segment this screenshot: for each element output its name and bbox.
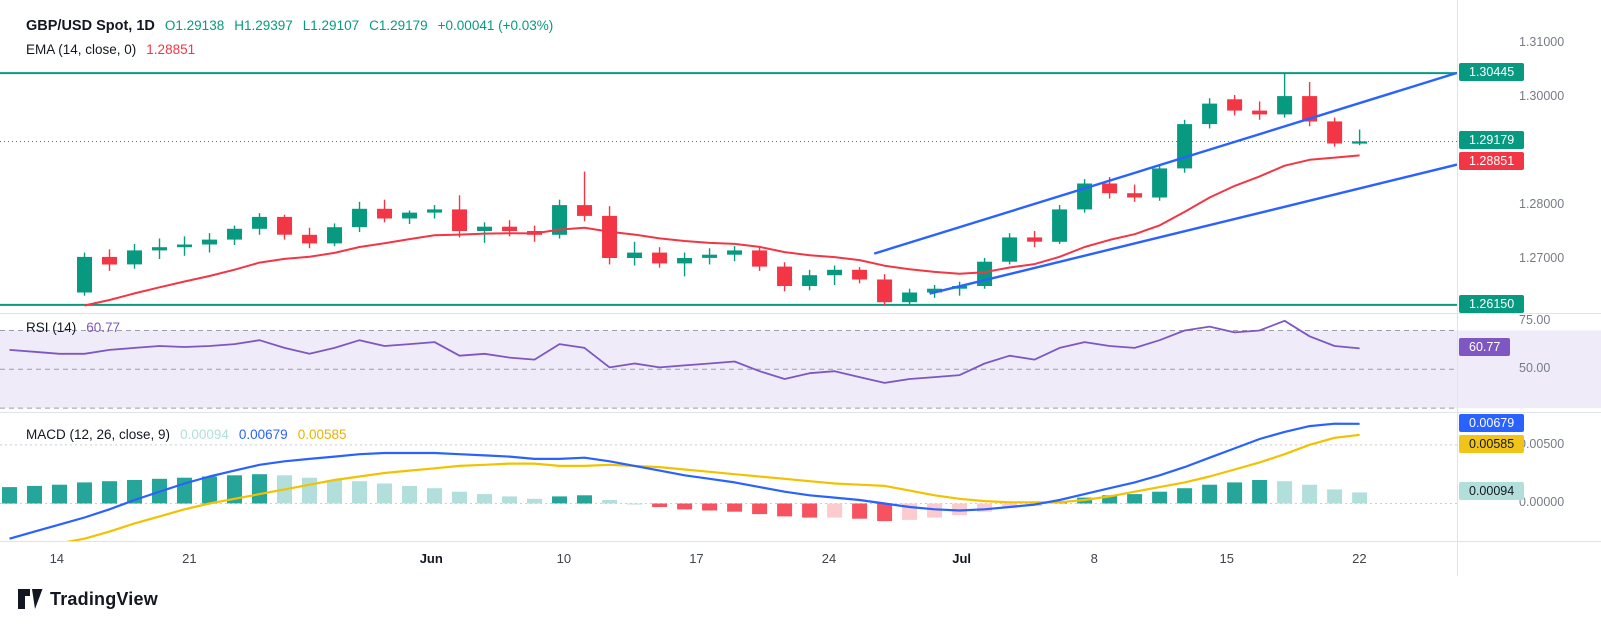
rsi-label: RSI (14) [26,320,77,335]
ema-value: 1.28851 [146,42,196,57]
axis-badge: 0.00679 [1459,413,1525,432]
time-label: 17 [689,551,704,566]
ema-label: EMA (14, close, 0) [26,42,137,57]
macd-histogram [2,474,1368,522]
axis-badge: 60.77 [1459,338,1511,357]
rsi-panel[interactable] [0,313,1601,412]
level-lines [0,72,1457,306]
axis-tick: 1.31000 [1519,35,1565,50]
change-value: +0.00041 (+0.03%) [437,18,554,33]
time-label: 24 [821,551,837,566]
rsi-legend[interactable]: RSI (14) 60.77 [26,320,120,335]
price-panel[interactable] [0,0,1457,313]
rsi-line [9,319,1360,384]
ohlc-close: C1.29179 [369,18,428,33]
macd-panel[interactable] [0,412,1457,541]
candlesticks [77,72,1368,306]
ema-legend[interactable]: EMA (14, close, 0) 1.28851 [26,42,195,57]
axis-tick: 75.00 [1519,312,1551,327]
time-label: Jun [419,551,443,566]
macd-main-line [9,422,1360,540]
macd-hist-value: 0.00094 [180,427,229,442]
axis-badge: 0.00094 [1459,482,1525,501]
macd-signal-value: 0.00585 [297,427,347,442]
time-label: 22 [1352,551,1367,566]
channel-upper-line [873,71,1457,255]
time-label: 8 [1090,551,1098,566]
macd-signal-line [65,433,1360,541]
time-label: 10 [556,551,572,566]
symbol-title[interactable]: GBP/USD Spot, 1D [26,18,155,34]
axis-badge: 1.30445 [1459,63,1525,82]
time-label: Jul [952,551,972,566]
axis-badge: 0.00585 [1459,434,1525,453]
channel-lower-line [929,163,1457,295]
macd-label: MACD (12, 26, close, 9) [26,427,171,442]
ohlc-low: L1.29107 [302,18,360,33]
axis-tick: 1.30000 [1519,89,1565,104]
panel-separator[interactable] [0,313,1601,314]
macd-line-value: 0.00679 [238,427,288,442]
axis-tick: 50.00 [1519,361,1551,376]
time-label: 14 [49,551,65,566]
price-axis-column[interactable]: 1.31000 1.30000 1.28000 1.27000 1.30445 1.291… [1457,0,1601,576]
axis-tick: 0.00000 [1519,495,1565,510]
axis-badge: 1.26150 [1459,294,1525,313]
axis-tick: 1.27000 [1519,251,1565,266]
ohlc-high: H1.29397 [234,18,293,33]
symbol-legend[interactable]: GBP/USD Spot, 1D O1.29138 H1.29397 L1.29… [26,18,553,34]
axis-tick: 0.00500 [1519,436,1565,451]
axis-tick: 1.28000 [1519,197,1565,212]
tradingview-logo-icon [18,589,43,609]
panel-separator[interactable] [0,412,1601,413]
ema-line [84,154,1360,307]
rsi-value: 60.77 [86,320,121,335]
time-axis[interactable]: 14 21 Jun 10 17 24 Jul 8 15 22 [0,541,1601,577]
axis-badge: 1.28851 [1459,152,1525,171]
tradingview-logo[interactable]: TradingView [18,588,158,610]
tradingview-logo-text: TradingView [50,588,158,609]
time-label: 21 [182,551,197,566]
macd-legend[interactable]: MACD (12, 26, close, 9) 0.00094 0.00679 … [26,427,347,442]
ohlc-open: O1.29138 [164,18,225,33]
time-label: 15 [1219,551,1235,566]
axis-separator-line [1457,0,1458,576]
axis-badge: 1.29179 [1459,131,1525,150]
